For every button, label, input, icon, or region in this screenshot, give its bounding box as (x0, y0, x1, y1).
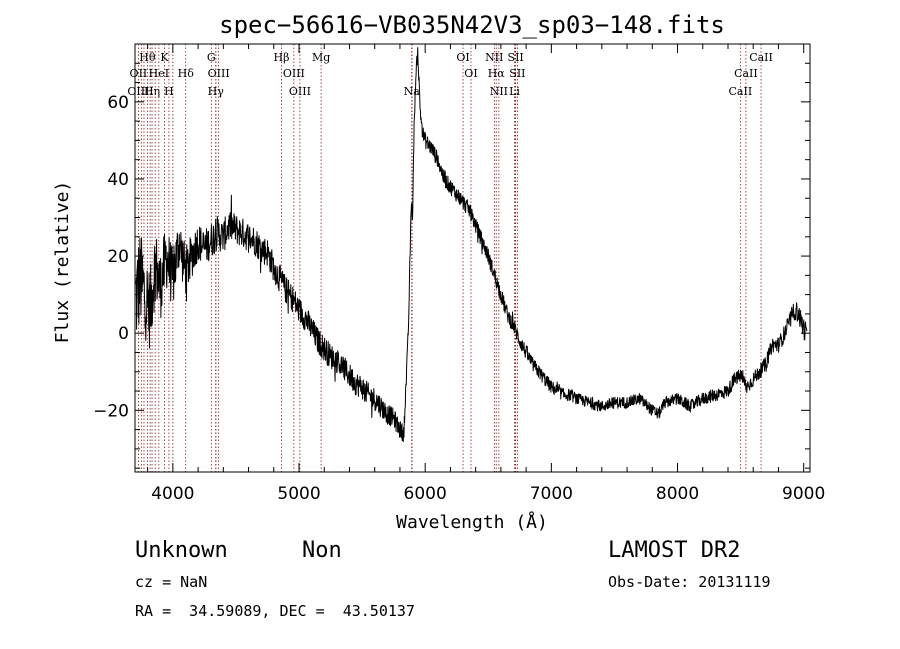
marker-label: NII (485, 51, 503, 64)
marker-label: OIII (283, 67, 305, 80)
marker-label: Hθ (139, 51, 156, 64)
y-tick-label: −20 (93, 401, 129, 421)
x-axis-label: Wavelength (Å) (396, 511, 548, 533)
marker-label: Mg (312, 51, 330, 64)
marker-label: SII (509, 67, 525, 80)
marker-label: SII (508, 51, 524, 64)
marker-label: CaII (729, 85, 753, 98)
marker-label: Hβ (274, 51, 290, 64)
marker-label: OI (456, 51, 469, 64)
y-tick-label: 40 (107, 170, 129, 190)
marker-label: Hη (144, 85, 160, 98)
marker-label: OI (464, 67, 477, 80)
x-tick-label: 8000 (656, 484, 699, 504)
marker-label: CaII (734, 67, 758, 80)
x-tick-label: 7000 (530, 484, 573, 504)
marker-label: Hγ (208, 85, 225, 98)
survey-name: LAMOST DR2 (608, 538, 741, 563)
chart-title: spec−56616−VB035N42V3_sp03−148.fits (219, 11, 725, 39)
y-tick-label: 60 (107, 93, 129, 113)
marker-label: OIII (208, 67, 230, 80)
marker-label: Li (509, 85, 520, 98)
marker-label: OIII (289, 85, 311, 98)
marker-label: H (164, 85, 174, 98)
redshift-cz: cz = NaN (135, 573, 208, 591)
x-tick-label: 5000 (277, 484, 320, 504)
x-tick-label: 4000 (151, 484, 194, 504)
marker-label: CaII (749, 51, 773, 64)
y-tick-label: 20 (107, 247, 129, 267)
spectrum-line (135, 47, 808, 443)
marker-label: Na (404, 85, 421, 98)
marker-label: OIII (127, 85, 149, 98)
object-class: Unknown (135, 538, 228, 563)
x-tick-label: 6000 (404, 484, 447, 504)
y-axis-label: Flux (relative) (52, 181, 73, 344)
y-tick-label: 0 (118, 324, 129, 344)
spectrum (135, 47, 808, 443)
marker-label: NII (490, 85, 508, 98)
axes: 4000 5000 6000 7000 8000 9000 −20 0 20 40 60 (93, 44, 825, 504)
marker-label: OII (130, 67, 148, 80)
object-subclass: Non (302, 538, 342, 563)
marker-label: Hδ (178, 67, 195, 80)
ra-dec-coords: RA = 34.59089, DEC = 43.50137 (135, 602, 415, 620)
plot-frame (134, 43, 811, 473)
marker-label: HeI (149, 67, 169, 80)
marker-label: G (207, 51, 216, 64)
marker-label: K (160, 51, 169, 64)
line-markers: HθOIIOIIIHeIHηKHHδGOIIIHγHβOIIIOIIIMgNaO… (127, 44, 773, 472)
marker-label: Hα (488, 67, 506, 80)
obs-date: Obs-Date: 20131119 (608, 573, 771, 591)
x-tick-label: 9000 (782, 484, 825, 504)
